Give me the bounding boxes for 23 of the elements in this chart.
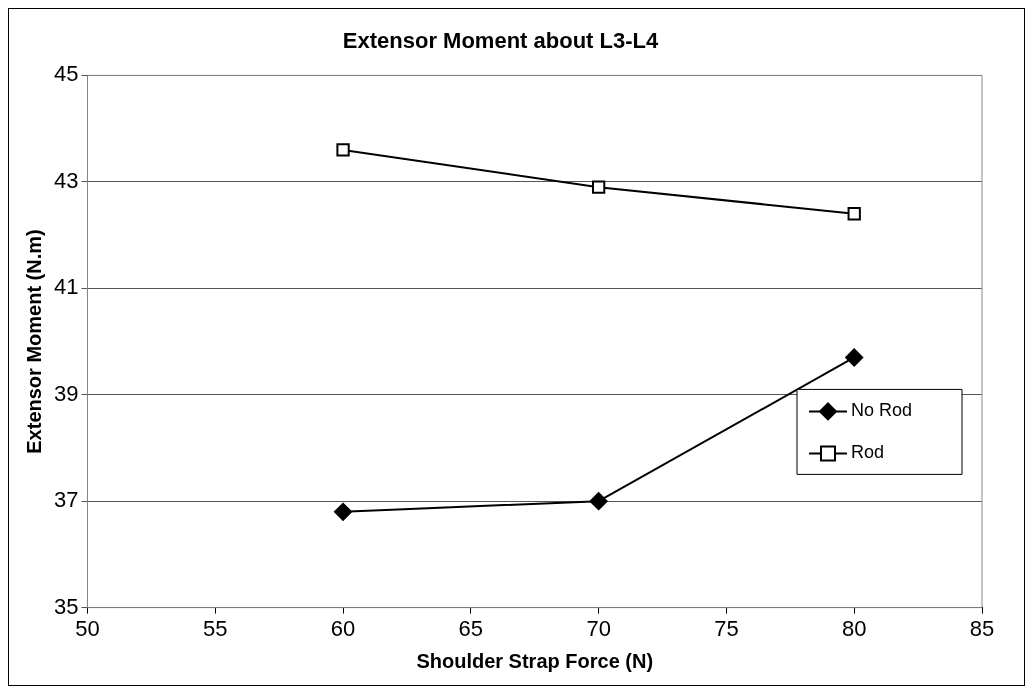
x-tick-label: 60 xyxy=(330,615,356,641)
x-tick-label: 75 xyxy=(714,615,739,641)
y-tick-label: 39 xyxy=(53,380,79,406)
y-axis-title: Extensor Moment (N.m) xyxy=(22,229,45,454)
x-tick-label: 80 xyxy=(841,615,867,641)
x-tick-label: 65 xyxy=(458,615,484,641)
x-tick-label: 55 xyxy=(203,615,228,641)
point xyxy=(589,492,608,511)
x-tick-label: 70 xyxy=(586,615,611,641)
legend-label: Rod xyxy=(851,442,885,463)
y-tick-label: 45 xyxy=(53,61,79,87)
point xyxy=(334,502,353,521)
y-tick-label: 37 xyxy=(53,487,79,513)
point xyxy=(847,207,861,221)
point xyxy=(336,143,350,157)
legend-label: No Rod xyxy=(851,400,913,421)
point xyxy=(845,348,864,367)
chart-title: Extensor Moment about L3-L4 xyxy=(342,28,659,54)
point xyxy=(591,180,606,194)
x-tick-label: 85 xyxy=(969,615,995,641)
y-tick-label: 43 xyxy=(53,167,79,193)
y-tick-label: 41 xyxy=(53,274,79,300)
x-axis-title: Shoulder Strap Force (N) xyxy=(416,649,654,672)
